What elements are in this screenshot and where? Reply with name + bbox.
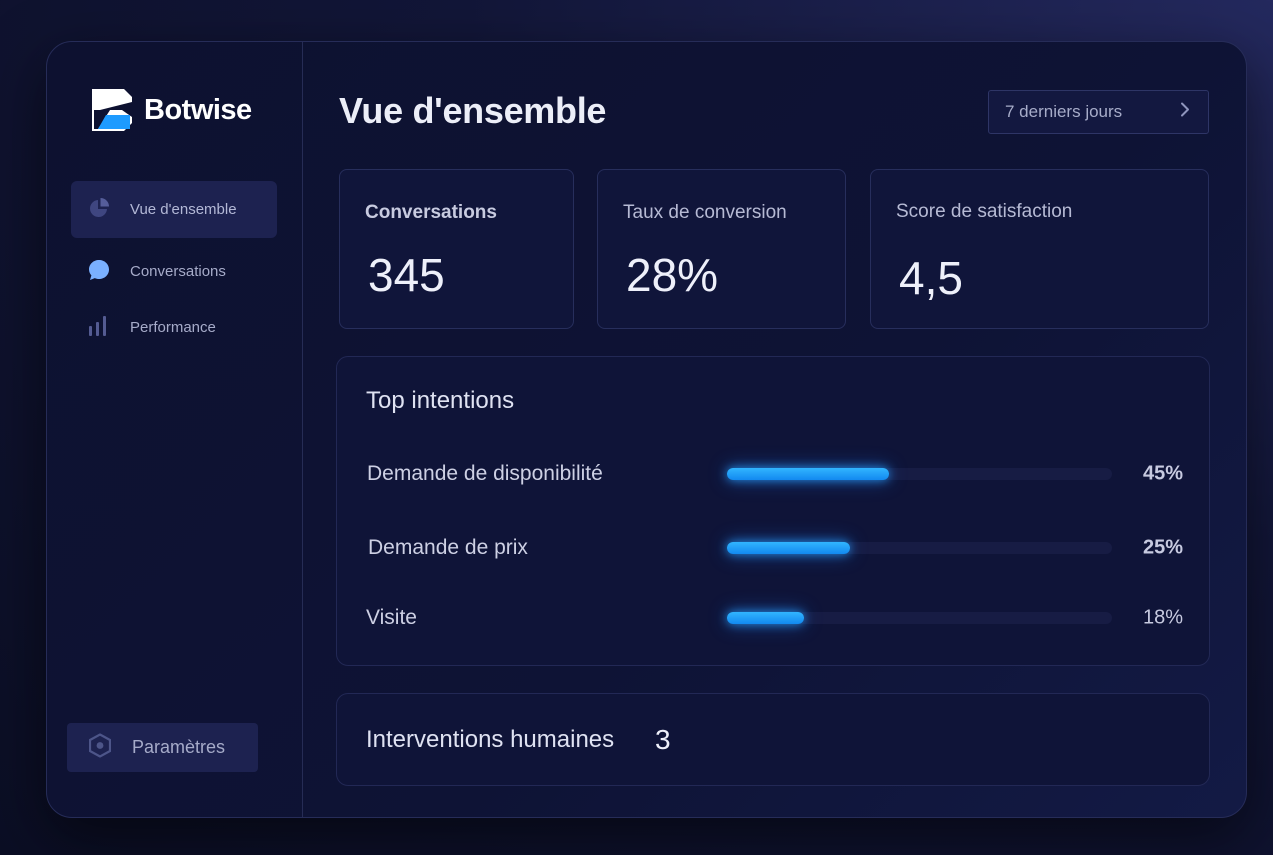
app-window: Botwise Vue d'ensemble Conversations <box>46 41 1247 818</box>
sidebar-item-label: Vue d'ensemble <box>130 201 237 218</box>
panel-title: Top intentions <box>366 387 515 414</box>
kpi-label: Score de satisfaction <box>896 201 1073 222</box>
human-interventions-value: 3 <box>655 723 671 755</box>
settings-label: Paramètres <box>132 737 226 757</box>
top-intentions-panel: Top intentions Demande de disponibilité … <box>336 356 1210 666</box>
human-interventions-panel: Interventions humaines 3 <box>336 693 1210 786</box>
kpi-card-conversion-rate: Taux de conversion 28% <box>597 169 846 329</box>
intent-row: Demande de prix 25% <box>337 533 1209 563</box>
kpi-label: Conversations <box>365 202 497 223</box>
intent-percentage: 18% <box>1142 606 1183 629</box>
progress-fill <box>727 612 804 624</box>
botwise-logo-icon <box>92 89 132 131</box>
human-interventions-label: Interventions humaines <box>366 725 615 753</box>
sidebar-item-conversations[interactable]: Conversations <box>71 243 277 300</box>
intent-label: Visite <box>366 606 417 629</box>
kpi-card-conversations: Conversations 345 <box>339 169 574 329</box>
sidebar-item-overview[interactable]: Vue d'ensemble <box>71 181 277 238</box>
progress-track <box>727 468 1112 480</box>
intent-label: Demande de disponibilité <box>367 462 603 485</box>
intent-percentage: 25% <box>1142 536 1183 559</box>
kpi-value: 28% <box>626 249 719 301</box>
intent-row: Demande de disponibilité 45% <box>337 459 1209 489</box>
main-content: Vue d'ensemble 7 derniers jours Conversa… <box>304 42 1246 817</box>
sidebar-item-performance[interactable]: Performance <box>71 299 277 356</box>
pie-chart-icon <box>88 197 110 222</box>
kpi-value: 345 <box>368 249 445 301</box>
page-title: Vue d'ensemble <box>339 90 607 131</box>
hexagon-gear-icon <box>88 732 112 762</box>
progress-track <box>727 542 1112 554</box>
progress-track <box>727 612 1112 624</box>
kpi-value: 4,5 <box>899 252 963 304</box>
settings-button[interactable]: Paramètres <box>67 723 258 772</box>
brand-name: Botwise <box>144 93 252 126</box>
date-range-select[interactable]: 7 derniers jours <box>988 90 1209 134</box>
logo: Botwise <box>92 89 252 131</box>
sidebar: Botwise Vue d'ensemble Conversations <box>47 42 303 817</box>
intent-label: Demande de prix <box>368 536 528 559</box>
intent-percentage: 45% <box>1142 462 1183 485</box>
progress-fill <box>727 542 851 554</box>
sidebar-item-label: Conversations <box>130 263 226 280</box>
chat-bubble-icon <box>88 259 110 285</box>
bar-chart-icon <box>88 314 110 342</box>
chevron-right-icon <box>1180 102 1190 123</box>
kpi-label: Taux de conversion <box>623 202 787 223</box>
kpi-card-satisfaction: Score de satisfaction 4,5 <box>870 169 1209 329</box>
progress-fill <box>727 468 889 480</box>
sidebar-item-label: Performance <box>130 319 216 336</box>
intent-row: Visite 18% <box>337 603 1209 633</box>
date-range-label: 7 derniers jours <box>1005 102 1123 121</box>
